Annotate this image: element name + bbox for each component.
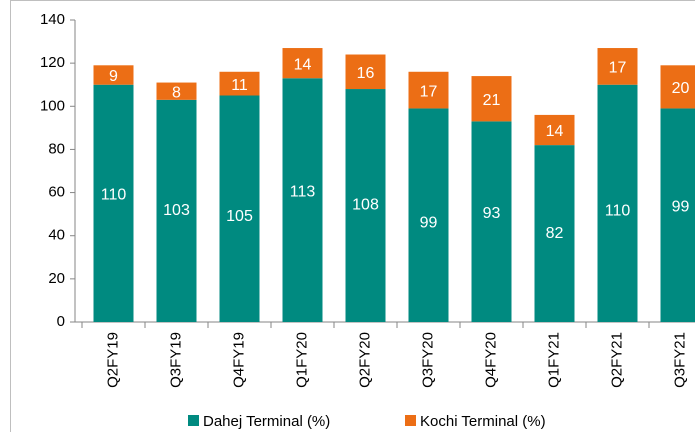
value-label: 108 (352, 197, 379, 214)
bar-segment (93, 84, 134, 322)
bar-segment (219, 95, 260, 322)
bar-segment (534, 114, 575, 146)
value-label: 11 (231, 77, 248, 94)
value-label: 99 (420, 214, 438, 231)
x-tick-label: Q3FY19 (167, 332, 184, 388)
value-label: 20 (672, 80, 690, 97)
y-tick-label: 100 (40, 97, 65, 114)
x-tick-label: Q4FY19 (230, 332, 247, 388)
bar-segment (156, 82, 197, 100)
bar-segment (660, 108, 695, 322)
value-label: 8 (172, 84, 181, 101)
value-label: 17 (609, 60, 627, 77)
y-tick-label: 60 (48, 184, 65, 201)
y-tick-label: 20 (48, 270, 65, 287)
value-label: 99 (672, 198, 690, 215)
x-tick-label: Q1FY20 (293, 332, 310, 388)
legend-label: Kochi Terminal (%) (420, 413, 546, 430)
value-label: 93 (483, 205, 501, 222)
bar-segment (408, 71, 449, 109)
bar-segment (345, 89, 386, 323)
x-tick-label: Q3FY21 (671, 332, 688, 388)
legend-swatch (188, 415, 199, 426)
value-label: 110 (101, 187, 127, 204)
value-label: 16 (357, 65, 375, 82)
y-tick-label: 40 (48, 227, 65, 244)
y-tick-label: 80 (48, 140, 65, 157)
bar-segment (597, 84, 638, 322)
x-tick-label: Q2FY21 (608, 332, 625, 388)
x-tick-label: Q2FY20 (356, 332, 373, 388)
value-label: 14 (294, 56, 312, 73)
value-label: 17 (420, 83, 438, 100)
x-tick-label: Q1FY21 (545, 332, 562, 388)
value-label: 113 (290, 183, 316, 200)
value-label: 9 (109, 68, 118, 85)
bar-segment (597, 48, 638, 85)
value-label: 21 (483, 92, 501, 109)
bar-segment (156, 99, 197, 322)
bar-segment (282, 48, 323, 79)
value-label: 82 (546, 225, 564, 242)
legend-label: Dahej Terminal (%) (203, 413, 330, 430)
bar-segment (660, 65, 695, 109)
bar-segment (345, 54, 386, 90)
value-label: 105 (226, 208, 253, 225)
y-tick-label: 140 (40, 11, 65, 28)
value-label: 14 (546, 123, 564, 140)
legend-swatch (405, 415, 416, 426)
bar-segment (282, 78, 323, 322)
bar-segment (93, 65, 134, 85)
value-label: 110 (605, 203, 631, 220)
x-tick-label: Q2FY19 (104, 332, 121, 388)
bar-segment (471, 76, 512, 122)
y-tick-label: 0 (57, 313, 65, 330)
x-tick-label: Q3FY20 (419, 332, 436, 388)
bar-segment (471, 121, 512, 322)
y-tick-label: 120 (40, 54, 65, 71)
x-tick-label: Q4FY20 (482, 332, 499, 388)
value-label: 103 (163, 202, 190, 219)
bar-segment (408, 108, 449, 322)
bar-segment (534, 145, 575, 322)
chart-frame (10, 0, 695, 432)
bar-segment (219, 71, 260, 96)
